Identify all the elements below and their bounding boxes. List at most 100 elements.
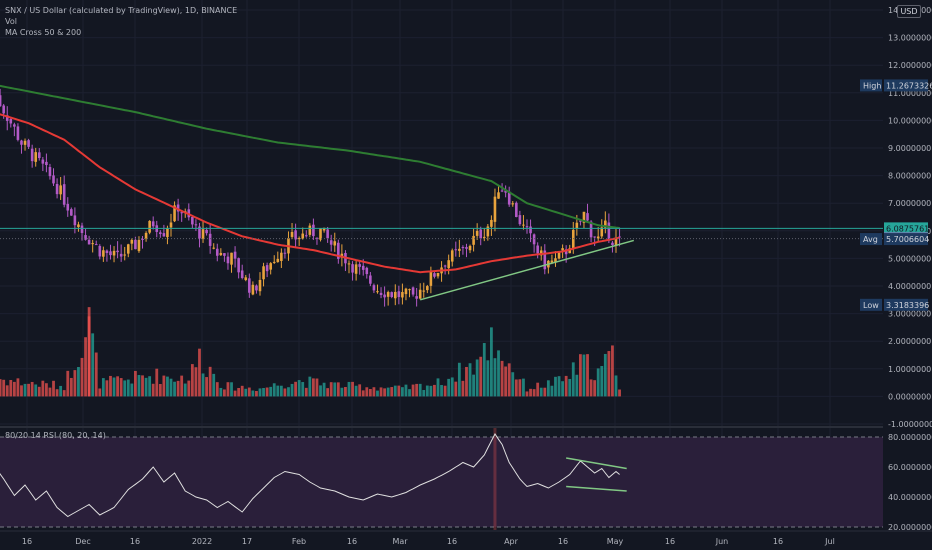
volume-bar	[404, 384, 408, 397]
volume-bar	[23, 383, 27, 397]
candle-body	[248, 278, 251, 293]
volume-bar	[543, 387, 547, 397]
candle-body	[322, 227, 326, 231]
price-marker-badge	[884, 222, 928, 235]
candle-body	[550, 260, 554, 263]
candle-body	[280, 252, 283, 261]
time-tick-label: 16	[665, 537, 675, 546]
candle-body	[458, 248, 461, 251]
candle-body	[226, 256, 230, 264]
volume-bar	[294, 381, 297, 397]
volume-bar	[77, 367, 80, 397]
candle-body	[557, 251, 561, 259]
candle-body	[333, 241, 337, 246]
volume-bar	[258, 388, 262, 397]
volume-bar	[173, 381, 176, 397]
volume-bar	[166, 376, 169, 397]
candle-body	[151, 221, 155, 227]
volume-bar	[94, 352, 98, 397]
price-axis[interactable]: 13.0000000 12.0000000 11.0000000 10.0000000…	[860, 0, 932, 550]
candle-body	[390, 292, 394, 298]
volume-bars	[0, 307, 621, 397]
volume-bar	[450, 377, 454, 397]
volume-bar	[297, 380, 301, 397]
time-axis[interactable]: 16 Dec 16 2022 17 Feb 16 Mar 16 Apr 16 May 16 Jun 16 Ju…	[0, 530, 932, 546]
candle-body	[522, 224, 525, 226]
rsi-title[interactable]: 80/20 14 RSI (80, 20, 14)	[5, 431, 106, 440]
time-tick-label: 16	[558, 537, 568, 546]
volume-bar	[479, 356, 483, 397]
candle-body	[2, 105, 5, 114]
candle-body	[123, 254, 127, 256]
price-marker-tag	[860, 298, 882, 311]
candle-body	[126, 244, 130, 254]
price-marker-tag	[860, 79, 882, 92]
volume-bar	[376, 390, 379, 397]
price-tick-label: 11.0000000	[888, 89, 932, 98]
candle-body	[486, 226, 490, 237]
volume-bar	[73, 370, 77, 397]
volume-bar	[269, 386, 273, 397]
candle-body	[237, 258, 240, 273]
volume-bar	[272, 383, 276, 397]
volume-bar	[80, 357, 84, 397]
candle-body	[269, 263, 272, 270]
volume-bar	[315, 378, 319, 397]
candle-body	[77, 224, 80, 228]
price-tick-label: 10.0000000	[888, 116, 932, 125]
price-tick-label: 13.0000000	[888, 34, 932, 43]
candle-body	[447, 260, 450, 269]
volume-bar	[287, 387, 290, 397]
volume-bar	[568, 378, 572, 397]
volume-bar	[201, 373, 205, 397]
currency-badge[interactable]: USD	[897, 5, 921, 18]
time-tick-label: Feb	[292, 537, 306, 546]
volume-bar	[105, 380, 109, 397]
volume-bar	[475, 359, 479, 397]
volume-bar	[308, 376, 312, 397]
volume-bar	[251, 390, 255, 397]
volume-bar	[169, 378, 173, 397]
volume-bar	[134, 370, 137, 397]
rsi-line	[0, 433, 620, 518]
volume-bar	[347, 381, 351, 397]
volume-bar	[55, 389, 59, 397]
volume-bar	[123, 380, 127, 397]
volume-bar	[372, 387, 376, 397]
ma50-line	[0, 113, 620, 274]
rsi-pane[interactable]	[0, 428, 883, 530]
volume-bar	[148, 376, 152, 397]
candle-body	[507, 191, 511, 205]
price-marker-value: 11.2673326	[886, 81, 932, 90]
candle-body	[554, 258, 557, 263]
volume-bar	[262, 388, 265, 397]
volume-bar	[45, 383, 48, 397]
time-tick-label: 16	[773, 537, 783, 546]
candle-body	[490, 219, 493, 227]
candle-body	[23, 140, 27, 145]
candle-body	[169, 222, 173, 228]
candle-body	[87, 239, 91, 245]
volume-bar	[98, 388, 102, 397]
volume-bar	[265, 387, 269, 397]
rsi-trendline	[566, 485, 627, 492]
candle-body	[59, 185, 62, 195]
price-tick-label: 2.0000000	[888, 337, 931, 346]
candle-body	[308, 225, 312, 235]
volume-bar	[368, 389, 372, 397]
candle-body	[34, 152, 38, 162]
volume-bar	[586, 354, 589, 397]
candle-body	[479, 229, 483, 239]
volume-bar	[329, 382, 333, 397]
candle-body	[27, 140, 30, 147]
volume-bar	[415, 383, 419, 397]
price-marker-value: 3.3183396	[886, 301, 929, 310]
time-tick-label: May	[607, 537, 624, 546]
volume-bar	[468, 363, 472, 397]
volume-bar	[447, 378, 451, 397]
volume-bar	[546, 380, 550, 397]
volume-bar	[312, 378, 315, 397]
volume-bar	[162, 375, 166, 397]
volume-bar	[607, 351, 611, 397]
